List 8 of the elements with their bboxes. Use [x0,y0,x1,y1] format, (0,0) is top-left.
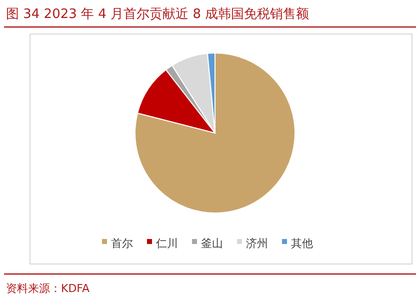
legend-label: 首尔 [111,237,133,250]
legend-label: 仁川 [156,237,178,250]
pie-slice [134,52,296,214]
legend-label: 釜山 [201,237,223,250]
text: 资料来源：KDFA [6,282,90,295]
legend-label: 其他 [291,237,313,250]
chart-title: 图 34 2023 年 4 月首尔贡献近 8 成韩国免税销售额 [6,7,310,22]
legend-label: 济州 [246,237,268,250]
